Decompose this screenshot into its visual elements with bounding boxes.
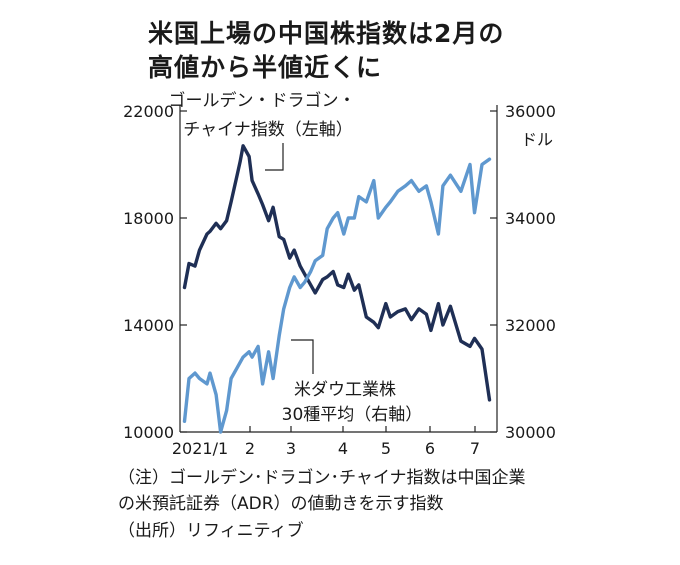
dow-jones-line <box>182 157 492 434</box>
golden-dragon-label-line1: ゴールデン・ドラゴン・ <box>169 90 356 111</box>
golden-dragon-label-line2: チャイナ指数（左軸） <box>183 120 353 140</box>
source-note: （出所）リフィニティブ <box>118 521 304 541</box>
x-tick-label: 4 <box>338 439 348 458</box>
x-tick-label: 2 <box>245 439 255 458</box>
x-tick-label: 6 <box>425 439 435 458</box>
right-axis-unit: ドル <box>521 130 553 149</box>
series-lines <box>182 144 492 434</box>
dow-jones-leader <box>291 339 314 374</box>
dow-jones-label-line1: 米ダウ工業株 <box>294 380 396 400</box>
series-labels: ゴールデン・ドラゴン・チャイナ指数（左軸） 米ダウ工業株 30種平均（右軸） <box>169 90 423 425</box>
left-tick-label: 22000 <box>123 102 174 121</box>
right-tick-label: 36000 <box>505 102 556 121</box>
left-tick-label: 18000 <box>123 209 174 228</box>
x-tick-label: 3 <box>286 439 296 458</box>
golden-dragon-line <box>182 144 492 402</box>
right-tick-label: 32000 <box>505 316 556 335</box>
note-line2: の米預託証券（ADR）の値動きを示す指数 <box>118 494 444 514</box>
golden-dragon-leader <box>265 143 284 171</box>
chart-title-line2: 高値から半値近くに <box>148 53 383 82</box>
chart-title-line1: 米国上場の中国株指数は2月の <box>148 19 505 48</box>
note-line1: （注）ゴールデン･ドラゴン･チャイナ指数は中国企業 <box>118 468 526 488</box>
x-tick-label: 2021/1 <box>172 439 228 458</box>
x-tick-label: 7 <box>470 439 480 458</box>
left-tick-label: 14000 <box>123 316 174 335</box>
dow-jones-label-line2: 30種平均（右軸） <box>282 405 423 425</box>
x-tick-label: 5 <box>381 439 391 458</box>
left-tick-label: 10000 <box>123 423 174 442</box>
right-tick-label: 30000 <box>505 423 556 442</box>
right-tick-label: 34000 <box>505 209 556 228</box>
axes: 10000 14000 18000 22000 30000 32000 34000 36000… <box>123 102 556 458</box>
